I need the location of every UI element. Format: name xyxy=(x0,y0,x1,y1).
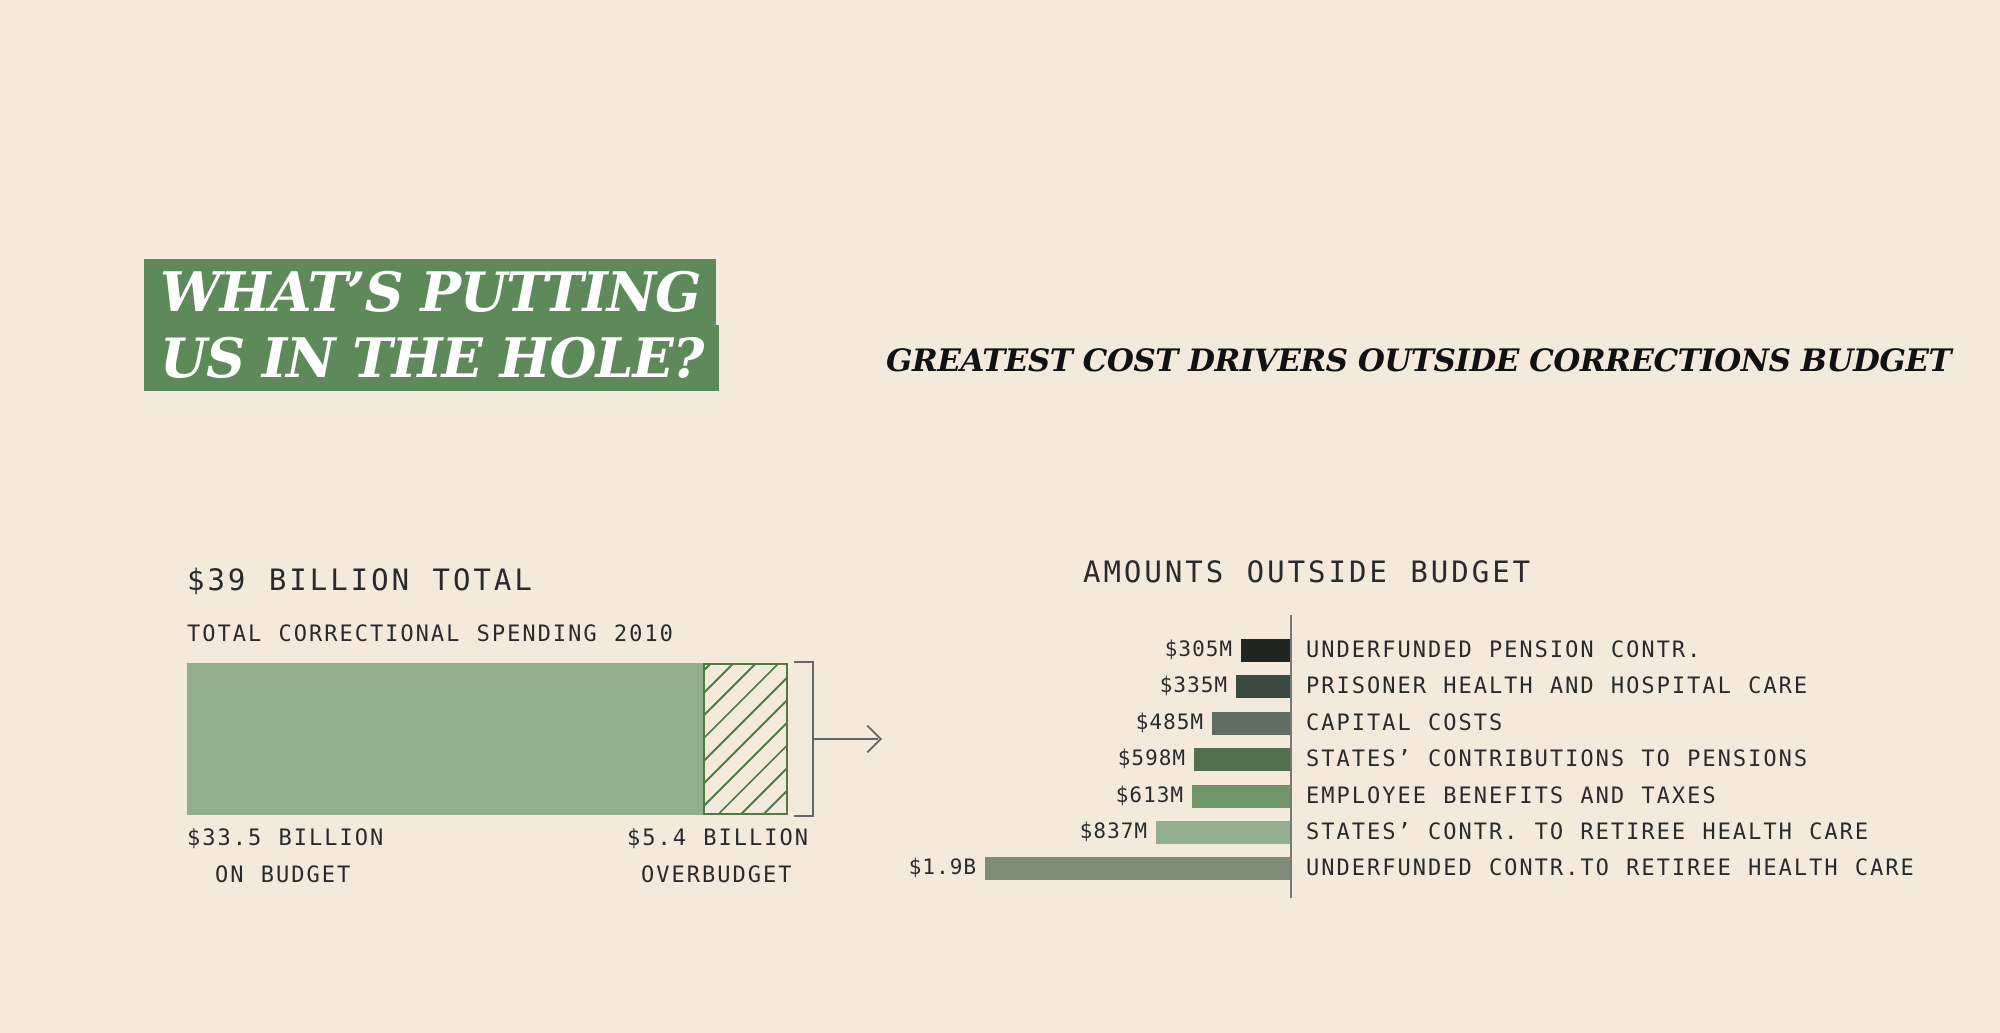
title-line-2: US IN THE HOLE? xyxy=(144,325,720,391)
overbudget-label: OVERBUDGET xyxy=(641,863,794,888)
cost-value-label: $485M xyxy=(1135,710,1204,734)
cost-bar xyxy=(1156,821,1290,844)
total-heading: $39 BILLION TOTAL xyxy=(187,563,535,597)
overbudget-bar xyxy=(703,663,788,815)
spending-subtitle: TOTAL CORRECTIONAL SPENDING 2010 xyxy=(187,622,675,647)
cost-bar xyxy=(1212,712,1290,735)
on-budget-label: ON BUDGET xyxy=(215,863,353,888)
arrow-line xyxy=(814,738,878,740)
cost-value-label: $837M xyxy=(1079,819,1148,843)
cost-bar xyxy=(1194,748,1290,771)
cost-category-label: UNDERFUNDED CONTR.TO RETIREE HEALTH CARE xyxy=(1306,856,1916,881)
cost-bar xyxy=(985,857,1290,880)
cost-value-label: $1.9B xyxy=(908,855,977,879)
cost-category-label: CAPITAL COSTS xyxy=(1306,711,1505,736)
amounts-heading: AMOUNTS OUTSIDE BUDGET xyxy=(1083,555,1534,589)
cost-value-label: $598M xyxy=(1117,746,1186,770)
cost-bar xyxy=(1192,785,1290,808)
right-chart-title: GREATEST COST DRIVERS OUTSIDE CORRECTION… xyxy=(886,343,1952,379)
cost-category-label: STATES’ CONTRIBUTIONS TO PENSIONS xyxy=(1306,747,1810,772)
cost-bar xyxy=(1236,675,1290,698)
title-line-1: WHAT’S PUTTING xyxy=(144,259,717,325)
cost-value-label: $305M xyxy=(1164,637,1233,661)
cost-bar xyxy=(1241,639,1290,662)
cost-category-label: EMPLOYEE BENEFITS AND TAXES xyxy=(1306,784,1718,809)
cost-value-label: $335M xyxy=(1159,673,1228,697)
cost-category-label: PRISONER HEALTH AND HOSPITAL CARE xyxy=(1306,674,1810,699)
overbudget-value: $5.4 BILLION xyxy=(627,826,810,851)
cost-category-label: UNDERFUNDED PENSION CONTR. xyxy=(1306,638,1703,663)
cost-value-label: $613M xyxy=(1115,783,1184,807)
on-budget-bar xyxy=(187,663,703,815)
cost-category-label: STATES’ CONTR. TO RETIREE HEALTH CARE xyxy=(1306,820,1871,845)
on-budget-value: $33.5 BILLION xyxy=(187,826,386,851)
overbudget-bracket xyxy=(794,661,814,817)
bar-axis-line xyxy=(1290,615,1292,898)
